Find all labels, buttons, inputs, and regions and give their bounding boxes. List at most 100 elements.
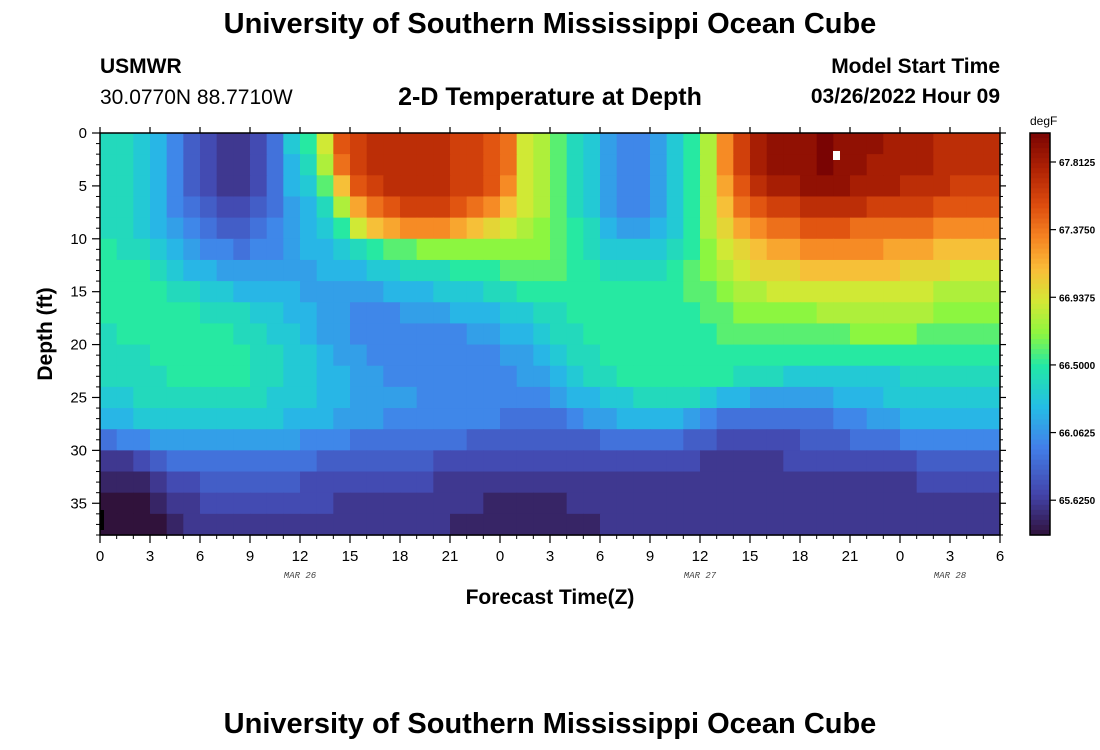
heatmap-cell (400, 154, 418, 176)
heatmap-cell (633, 344, 651, 367)
heatmap-cell (833, 133, 851, 155)
heatmap-cell (983, 365, 1001, 388)
heatmap-cell (233, 323, 251, 346)
colorbar-segment (1030, 379, 1050, 385)
colorbar-segment (1030, 409, 1050, 416)
heatmap-cell (750, 344, 768, 367)
heatmap-cell (750, 238, 768, 261)
heatmap-cell (233, 302, 251, 325)
heatmap-cell (650, 302, 668, 325)
heatmap-cell (533, 217, 551, 240)
heatmap-cell (850, 281, 868, 303)
colorbar-segment (1030, 509, 1050, 516)
heatmap-cell (833, 365, 851, 388)
x-tick-label: 0 (496, 548, 504, 565)
heatmap-cell (116, 133, 134, 155)
heatmap-cell (433, 513, 451, 536)
heatmap-cell (716, 281, 734, 303)
heatmap-cell (150, 492, 168, 515)
heatmap-cell (716, 133, 734, 155)
heatmap-cell (583, 259, 601, 282)
heatmap-cell (416, 386, 434, 409)
heatmap-cell (700, 513, 718, 536)
heatmap-cell (466, 471, 484, 494)
heatmap-cell (833, 344, 851, 367)
colorbar-segment (1030, 424, 1050, 431)
heatmap-cell (733, 259, 751, 282)
heatmap-cell (250, 302, 268, 325)
heatmap-cell (650, 175, 668, 198)
heatmap-cell (583, 196, 601, 219)
heatmap-cell (616, 175, 634, 198)
heatmap-cell (466, 281, 484, 303)
heatmap-cell (316, 259, 334, 282)
heatmap-cell (783, 492, 801, 515)
heatmap-cell (433, 344, 451, 367)
heatmap-cell (100, 217, 118, 240)
heatmap-cell (366, 175, 384, 198)
heatmap-cell (150, 323, 168, 346)
heatmap-cell (400, 196, 418, 219)
heatmap-cell (133, 344, 151, 367)
heatmap-cell (216, 386, 234, 409)
heatmap-cell (333, 492, 351, 515)
colorbar-segment (1030, 253, 1050, 260)
heatmap-cell (533, 513, 551, 536)
heatmap-cell (983, 323, 1001, 346)
heatmap-cell (666, 217, 684, 240)
heatmap-cell (900, 429, 918, 451)
heatmap-cell (966, 365, 984, 388)
heatmap-cell (200, 450, 218, 473)
colorbar-segment (1030, 459, 1050, 466)
heatmap-cell (633, 175, 651, 198)
heatmap-cell (216, 302, 234, 325)
heatmap-cell (850, 408, 868, 430)
heatmap-cell (733, 408, 751, 430)
heatmap-cell (133, 513, 151, 536)
heatmap-cell (883, 471, 901, 494)
heatmap-cell (583, 175, 601, 198)
heatmap-cell (200, 429, 218, 451)
heatmap-cell (966, 450, 984, 473)
date-label: MAR 27 (684, 571, 717, 581)
x-tick-label: 21 (442, 548, 459, 565)
heatmap-cell (700, 154, 718, 176)
heatmap-cell (150, 471, 168, 494)
heatmap-cell (183, 492, 201, 515)
heatmap-cell (416, 513, 434, 536)
heatmap-cell (900, 471, 918, 494)
colorbar-segment (1030, 414, 1050, 421)
heatmap-cell (733, 365, 751, 388)
heatmap-cell (933, 217, 951, 240)
heatmap-cell (516, 217, 534, 240)
heatmap-cell (216, 238, 234, 261)
colorbar-segment (1030, 444, 1050, 451)
heatmap-cell (916, 259, 934, 282)
heatmap-cell (466, 175, 484, 198)
heatmap-cell (383, 281, 401, 303)
heatmap-cell (450, 386, 468, 409)
heatmap-cell (766, 133, 784, 155)
heatmap-cell (833, 492, 851, 515)
colorbar-segment (1030, 323, 1050, 330)
heatmap-cell (950, 196, 968, 219)
colorbar-segment (1030, 519, 1050, 526)
heatmap-cell (250, 175, 268, 198)
heatmap-cell (783, 154, 801, 176)
heatmap-cell (866, 429, 884, 451)
x-tick-label: 6 (196, 548, 204, 565)
heatmap-cell (450, 238, 468, 261)
heatmap-cell (533, 429, 551, 451)
y-tick-label: 5 (79, 178, 87, 195)
colorbar-segment (1030, 248, 1050, 255)
heatmap-cell (583, 492, 601, 515)
heatmap-cell (750, 471, 768, 494)
heatmap-cell (216, 154, 234, 176)
heatmap-cell (550, 133, 568, 155)
heatmap-cell (883, 492, 901, 515)
heatmap-cell (466, 492, 484, 515)
heatmap-cell (366, 471, 384, 494)
heatmap-cell (100, 323, 118, 346)
heatmap-cell (650, 492, 668, 515)
colorbar-segment (1030, 268, 1050, 275)
